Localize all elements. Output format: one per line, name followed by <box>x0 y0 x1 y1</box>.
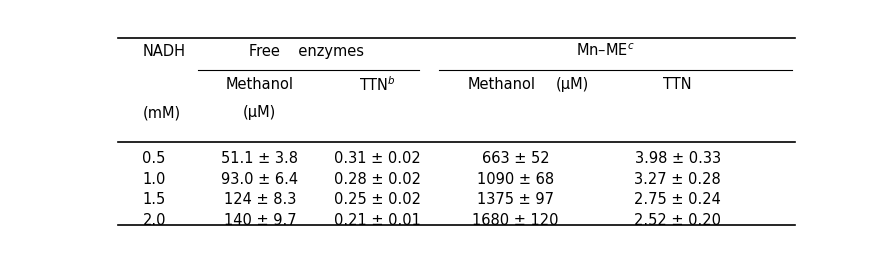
Text: Methanol: Methanol <box>468 77 535 92</box>
Text: 51.1 ± 3.8: 51.1 ± 3.8 <box>221 151 298 166</box>
Text: 140 ± 9.7: 140 ± 9.7 <box>224 213 296 228</box>
Text: 2.0: 2.0 <box>143 213 166 228</box>
Text: (μM): (μM) <box>243 105 276 120</box>
Text: 1680 ± 120: 1680 ± 120 <box>472 213 559 228</box>
Text: Methanol: Methanol <box>225 77 294 92</box>
Text: 0.21 ± 0.01: 0.21 ± 0.01 <box>334 213 421 228</box>
Text: 3.27 ± 0.28: 3.27 ± 0.28 <box>634 172 721 187</box>
Text: Free    enzymes: Free enzymes <box>249 44 364 59</box>
Text: 663 ± 52: 663 ± 52 <box>481 151 549 166</box>
Text: Mn–ME$^{c}$: Mn–ME$^{c}$ <box>576 43 634 59</box>
Text: 1090 ± 68: 1090 ± 68 <box>477 172 554 187</box>
Text: TTN$^{b}$: TTN$^{b}$ <box>359 76 396 94</box>
Text: 0.5: 0.5 <box>143 151 166 166</box>
Text: 1.0: 1.0 <box>143 172 166 187</box>
Text: 1375 ± 97: 1375 ± 97 <box>477 192 554 207</box>
Text: 2.75 ± 0.24: 2.75 ± 0.24 <box>634 192 721 207</box>
Text: NADH: NADH <box>143 44 185 59</box>
Text: 0.31 ± 0.02: 0.31 ± 0.02 <box>334 151 421 166</box>
Text: 0.28 ± 0.02: 0.28 ± 0.02 <box>334 172 421 187</box>
Text: 3.98 ± 0.33: 3.98 ± 0.33 <box>634 151 721 166</box>
Text: (μM): (μM) <box>555 77 589 92</box>
Text: 1.5: 1.5 <box>143 192 166 207</box>
Text: 93.0 ± 6.4: 93.0 ± 6.4 <box>221 172 298 187</box>
Text: TTN: TTN <box>663 77 692 92</box>
Text: (mM): (mM) <box>143 105 181 120</box>
Text: 124 ± 8.3: 124 ± 8.3 <box>224 192 296 207</box>
Text: 2.52 ± 0.20: 2.52 ± 0.20 <box>634 213 721 228</box>
Text: 0.25 ± 0.02: 0.25 ± 0.02 <box>334 192 421 207</box>
